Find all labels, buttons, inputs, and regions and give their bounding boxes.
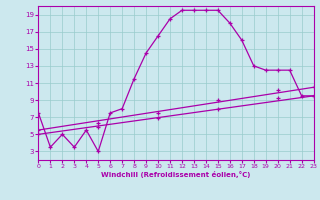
X-axis label: Windchill (Refroidissement éolien,°C): Windchill (Refroidissement éolien,°C) — [101, 171, 251, 178]
